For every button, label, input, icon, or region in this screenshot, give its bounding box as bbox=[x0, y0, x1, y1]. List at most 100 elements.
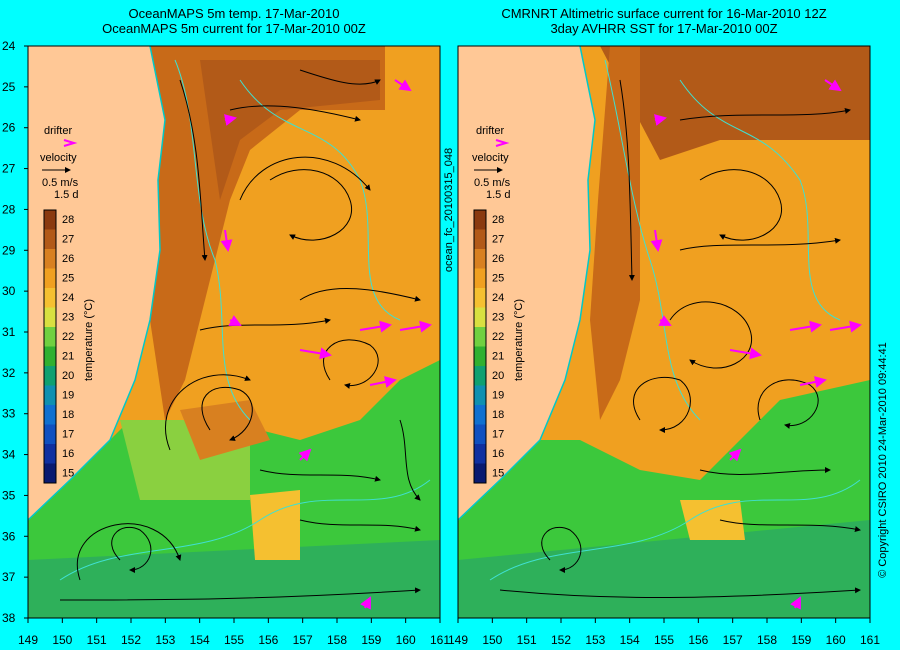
colorbar-swatch bbox=[44, 424, 56, 444]
longitude-tick-label: 152 bbox=[121, 633, 141, 647]
latitude-tick-label: 33 bbox=[2, 407, 16, 421]
longitude-tick-label: 151 bbox=[517, 633, 537, 647]
drifter-label-right: drifter bbox=[476, 125, 504, 137]
colorbar-swatch bbox=[474, 288, 486, 308]
latitude-tick-label: 32 bbox=[2, 366, 16, 380]
colorbar-swatch bbox=[44, 366, 56, 386]
colorbar-swatch bbox=[44, 327, 56, 347]
longitude-tick-label: 158 bbox=[757, 633, 777, 647]
colorbar-swatch bbox=[474, 210, 486, 230]
colorbar-swatch bbox=[474, 307, 486, 327]
left-title-line1: OceanMAPS 5m temp. 17-Mar-2010 bbox=[128, 6, 340, 21]
colorbar-swatch bbox=[44, 288, 56, 308]
colorbar-swatch bbox=[44, 307, 56, 327]
colorbar-tick-label: 24 bbox=[492, 292, 504, 304]
longitude-tick-label: 149 bbox=[18, 633, 38, 647]
latitude-ticks: 24 25 26 27 28 29 30 31 32 33 34 35 36 37 38 bbox=[2, 39, 28, 625]
colorbar-swatch bbox=[44, 268, 56, 288]
colorbar-swatch bbox=[44, 210, 56, 230]
longitude-tick-label: 160 bbox=[826, 633, 846, 647]
colorbar-tick-label: 28 bbox=[492, 214, 504, 226]
longitude-tick-label: 158 bbox=[327, 633, 347, 647]
warm-patch-right bbox=[680, 500, 745, 540]
colorbar-tick-label: 16 bbox=[62, 448, 74, 460]
latitude-tick-label: 29 bbox=[2, 243, 16, 257]
latitude-tick-label: 25 bbox=[2, 80, 16, 94]
colorbar-tick-label: 17 bbox=[62, 429, 74, 441]
longitude-tick-label: 159 bbox=[791, 633, 811, 647]
ocean-hot-core bbox=[150, 46, 385, 420]
colorbar-swatch bbox=[474, 444, 486, 464]
colorbar-swatch bbox=[474, 249, 486, 269]
drifter-symbol bbox=[63, 139, 78, 147]
longitude-tick-label: 149 bbox=[448, 633, 468, 647]
latitude-tick-label: 36 bbox=[2, 529, 16, 543]
longitude-tick-label: 152 bbox=[551, 633, 571, 647]
copyright-label: © Copyright CSIRO 2010 24-Mar-2010 09:44… bbox=[877, 342, 889, 578]
latitude-tick-label: 24 bbox=[2, 39, 16, 53]
speed-label: 0.5 m/s bbox=[42, 177, 79, 189]
colorbar-title-right: temperature (°C) bbox=[513, 299, 525, 381]
latitude-tick-label: 38 bbox=[2, 611, 16, 625]
colorbar-swatch bbox=[44, 385, 56, 405]
colorbar-tick-label: 21 bbox=[62, 351, 74, 363]
colorbar-swatch bbox=[474, 366, 486, 386]
latitude-tick-label: 31 bbox=[2, 325, 16, 339]
colorbar-swatch bbox=[474, 405, 486, 425]
longitude-tick-label: 157 bbox=[293, 633, 313, 647]
colorbar-tick-label: 22 bbox=[62, 331, 74, 343]
longitude-tick-label: 157 bbox=[723, 633, 743, 647]
colorbar-tick-label: 20 bbox=[62, 370, 74, 382]
colorbar-swatch bbox=[474, 346, 486, 366]
longitude-tick-label: 154 bbox=[190, 633, 210, 647]
latitude-tick-label: 27 bbox=[2, 162, 16, 176]
latitude-tick-label: 26 bbox=[2, 121, 16, 135]
ocean-hot-right bbox=[600, 46, 870, 160]
right-panel-title: CMRNRT Altimetric surface current for 16… bbox=[458, 6, 870, 36]
longitude-tick-label: 161 bbox=[430, 633, 450, 647]
longitude-tick-label: 159 bbox=[361, 633, 381, 647]
right-legend: drifter velocity 0.5 m/s 1.5 d 282726252… bbox=[472, 125, 525, 484]
duration-label-right: 1.5 d bbox=[486, 189, 510, 201]
colorbar-tick-label: 17 bbox=[492, 429, 504, 441]
colorbar-tick-label: 23 bbox=[62, 312, 74, 324]
colorbar-tick-label: 21 bbox=[492, 351, 504, 363]
colorbar-swatch bbox=[474, 463, 486, 483]
colorbar-tick-label: 15 bbox=[492, 468, 504, 480]
longitude-tick-label: 156 bbox=[688, 633, 708, 647]
colorbar-right: 28 27 26 25 24 23 22 21 20 19 18 17 16 15 bbox=[473, 209, 504, 484]
colorbar-swatch bbox=[44, 444, 56, 464]
left-panel-title: OceanMAPS 5m temp. 17-Mar-2010 OceanMAPS… bbox=[28, 6, 440, 36]
colorbar-tick-label: 26 bbox=[492, 253, 504, 265]
colorbar-left: 28 27 26 25 24 23 22 21 20 19 18 17 16 15 bbox=[43, 209, 74, 484]
colorbar-swatch bbox=[474, 327, 486, 347]
colorbar-swatch bbox=[44, 463, 56, 483]
colorbar-tick-label: 28 bbox=[62, 214, 74, 226]
latitude-tick-label: 37 bbox=[2, 570, 16, 584]
duration-label: 1.5 d bbox=[54, 189, 78, 201]
colorbar-tick-label: 19 bbox=[492, 390, 504, 402]
colorbar-tick-label: 23 bbox=[492, 312, 504, 324]
colorbar-tick-label: 26 bbox=[62, 253, 74, 265]
longitude-tick-label: 155 bbox=[224, 633, 244, 647]
coastline bbox=[28, 46, 166, 521]
file-id-label: ocean_fc_20100315_048 bbox=[443, 148, 455, 272]
ocean-cool-deep bbox=[28, 540, 440, 618]
latitude-tick-label: 30 bbox=[2, 284, 16, 298]
right-map-panel bbox=[458, 46, 870, 618]
warm-eddy-patch bbox=[250, 490, 300, 560]
coastline-right bbox=[458, 46, 596, 521]
colorbar-tick-label: 22 bbox=[492, 331, 504, 343]
colorbar-tick-label: 16 bbox=[492, 448, 504, 460]
colorbar-swatch bbox=[474, 229, 486, 249]
colorbar-tick-label: 15 bbox=[62, 468, 74, 480]
colorbar-tick-label: 18 bbox=[492, 409, 504, 421]
colorbar-swatch bbox=[474, 424, 486, 444]
longitude-tick-label: 160 bbox=[396, 633, 416, 647]
longitude-tick-label: 150 bbox=[482, 633, 502, 647]
left-title-line2: OceanMAPS 5m current for 17-Mar-2010 00Z bbox=[102, 21, 366, 36]
colorbar-swatch bbox=[44, 346, 56, 366]
colorbar-swatch bbox=[44, 405, 56, 425]
latitude-tick-label: 28 bbox=[2, 202, 16, 216]
